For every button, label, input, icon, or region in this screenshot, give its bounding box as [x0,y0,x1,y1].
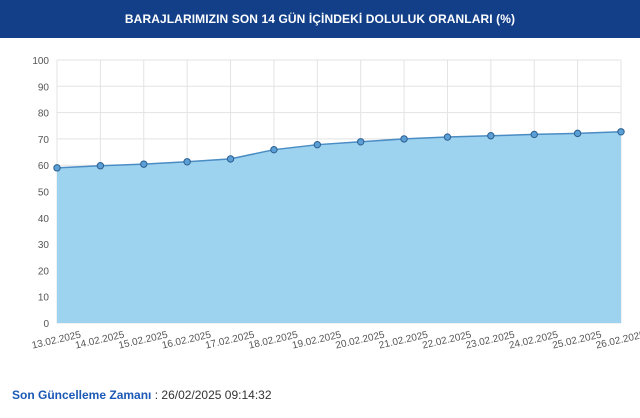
y-axis-ticks: 0 10 20 30 40 50 60 70 80 90 100 [32,56,49,330]
y-tick-label: 0 [43,319,49,330]
data-point[interactable] [443,133,452,141]
data-point[interactable] [487,132,495,140]
data-point[interactable] [356,138,365,146]
x-tick-label: 26.02.2025 [595,329,640,351]
y-tick-label: 90 [38,82,50,93]
area-chart: 0 10 20 30 40 50 60 70 80 90 100 13.02.202514.02.2… [31,56,640,352]
y-tick-label: 10 [38,293,50,304]
last-updated-label: Son Güncelleme Zamanı [12,388,152,402]
area-fill [57,131,621,323]
y-tick-label: 70 [38,135,50,146]
data-point[interactable] [140,160,148,168]
chart-header: BARAJLARIMIZIN SON 14 GÜN İÇİNDEKİ DOLUL… [0,0,640,38]
series-line [56,131,622,169]
data-point[interactable] [617,128,625,136]
data-point[interactable] [183,158,191,166]
data-point[interactable] [96,162,105,170]
data-point[interactable] [53,164,61,172]
y-tick-label: 100 [32,56,49,67]
data-point[interactable] [573,129,582,138]
y-tick-label: 60 [38,161,50,172]
last-updated-value: 26/02/2025 09:14:32 [161,388,272,402]
x-axis-ticks: 13.02.202514.02.202515.02.202516.02.2025… [31,329,640,351]
data-markers[interactable] [53,128,625,172]
last-updated-separator: : [151,388,162,402]
data-point[interactable] [400,135,408,143]
data-point[interactable] [270,145,278,154]
area-series [56,131,622,323]
data-point[interactable] [530,130,538,139]
y-tick-label: 30 [38,240,50,251]
y-tick-label: 50 [38,188,50,199]
data-point[interactable] [226,155,235,163]
y-tick-label: 80 [38,109,50,120]
data-point[interactable] [313,140,322,149]
chart-container: 0 10 20 30 40 50 60 70 80 90 100 13.02.2025 14.02.2… [0,38,640,370]
y-tick-label: 20 [38,266,50,277]
chart-title: BARAJLARIMIZIN SON 14 GÜN İÇİNDEKİ DOLUL… [124,12,516,26]
y-tick-label: 40 [38,214,50,225]
last-updated: Son Güncelleme Zamanı : 26/02/2025 09:14… [12,388,272,402]
